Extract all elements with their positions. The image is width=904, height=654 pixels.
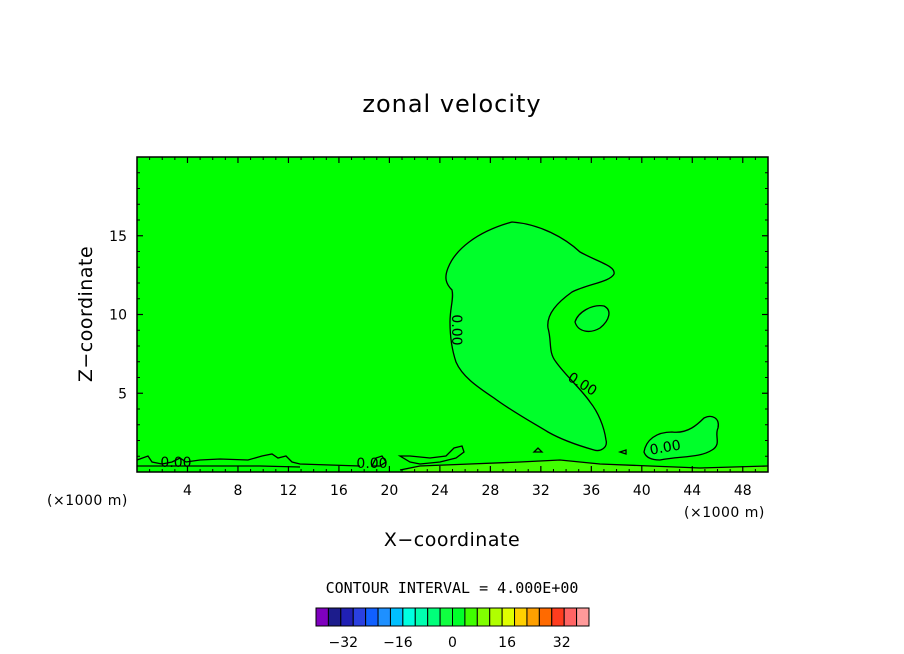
x-tick-label: 4 [183, 483, 192, 499]
colorbar-tick-label: 32 [553, 635, 571, 651]
plot-area: 0.000.000.000.00 0.00 4 8 12 16 20 24 28 32 36 40 4… [109, 156, 769, 499]
colorbar-swatch [464, 607, 478, 627]
positive-region-small [575, 305, 609, 332]
colorbar-swatch [514, 607, 528, 627]
colorbar-swatch [315, 607, 329, 627]
colorbar-swatch [563, 607, 578, 627]
contour-labels: 0.000.000.000.00 0.00 [160, 314, 682, 472]
x-tick-label: 40 [633, 483, 651, 499]
colorbar-swatch [427, 607, 441, 627]
contour-line [617, 449, 627, 455]
contour-label: 0.00 [448, 314, 464, 345]
x-tick-label: 44 [683, 483, 701, 499]
colorbar-swatch [414, 607, 429, 627]
y-axis-label: Z−coordinate [75, 246, 97, 382]
colorbar-tick-label: 16 [498, 635, 516, 651]
colorbar-swatch [452, 607, 466, 627]
contour-line [532, 447, 544, 453]
colorbar-swatch [439, 607, 454, 627]
colorbar-swatch [389, 607, 404, 627]
y-tick-label: 5 [118, 386, 127, 402]
colorbar-swatch [489, 607, 503, 627]
y-tick-label: 15 [109, 229, 127, 245]
colorbar-swatch [327, 607, 342, 627]
x-tick-label: 48 [734, 483, 752, 499]
x-unit-label-left: (×1000 m) [47, 493, 128, 509]
x-axis-label: X−coordinate [384, 529, 520, 551]
colorbar-swatch [340, 607, 354, 627]
x-unit-label-right: (×1000 m) [684, 505, 765, 521]
colorbar-swatch [365, 607, 379, 627]
colorbar-tick-label: 0 [448, 635, 457, 651]
contour-line [370, 455, 387, 467]
contour-line [574, 305, 610, 333]
colorbar-swatch [476, 607, 491, 627]
x-tick-label: 28 [481, 483, 499, 499]
contour-line [643, 415, 719, 461]
colorbar-swatch [377, 607, 391, 627]
x-tick-label: 20 [380, 483, 398, 499]
colorbar-swatch [551, 607, 565, 627]
x-tick-label: 32 [532, 483, 550, 499]
x-tick-label: 8 [233, 483, 242, 499]
colorbar [315, 607, 590, 627]
contour-interval-label: CONTOUR INTERVAL = 4.000E+00 [326, 579, 579, 597]
colorbar-tick-label: −16 [383, 635, 413, 651]
surface-band [400, 460, 768, 472]
colorbar-tick-labels: −32 −16 0 16 32 [329, 635, 571, 651]
chart-title: zonal velocity [362, 90, 541, 118]
positive-region-right [644, 416, 719, 460]
contour-label: 0.00 [356, 456, 387, 472]
colorbar-swatch [501, 607, 516, 627]
x-tick-label: 16 [330, 483, 348, 499]
colorbar-swatch [402, 607, 416, 627]
colorbar-swatch [538, 607, 553, 627]
contour-line [136, 453, 361, 467]
x-tick-label: 24 [431, 483, 449, 499]
colorbar-swatch [576, 607, 590, 627]
x-tick-label: 36 [582, 483, 600, 499]
x-tick-label: 12 [280, 483, 298, 499]
contour-line [397, 445, 465, 465]
contour-line [137, 465, 301, 468]
contour-label: 0.00 [649, 437, 682, 458]
contour-line [445, 221, 615, 452]
contour-label: 0.00 [160, 455, 191, 471]
colorbar-tick-label: −32 [329, 635, 359, 651]
contour-line [399, 459, 769, 471]
y-tick-label: 10 [109, 308, 127, 324]
contour-lines [136, 221, 769, 471]
colorbar-swatch [352, 607, 367, 627]
colorbar-swatch [526, 607, 540, 627]
